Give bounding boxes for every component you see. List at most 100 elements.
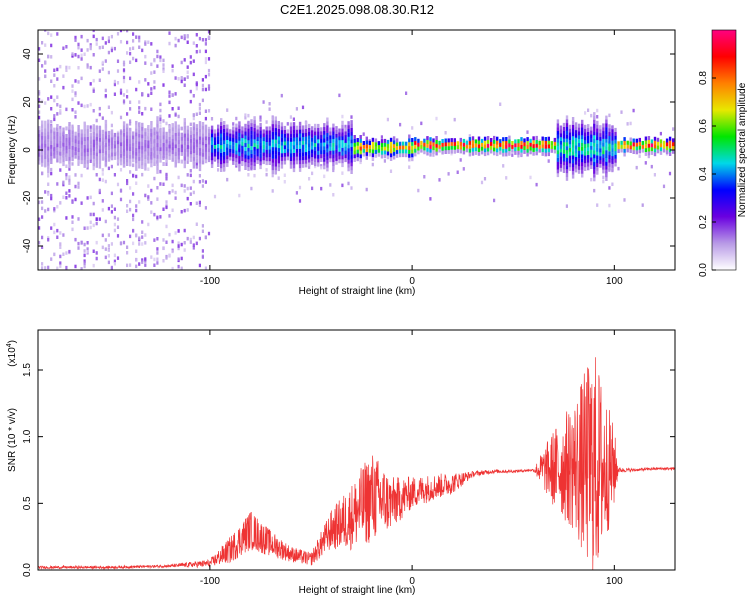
heatmap-cell (135, 136, 138, 141)
heatmap-cell (347, 181, 350, 186)
heatmap-cell (556, 130, 560, 135)
heatmap-cell (341, 114, 344, 119)
heatmap-cell (77, 140, 80, 145)
heatmap-cell (389, 149, 393, 154)
heatmap-cell (126, 162, 129, 166)
heatmap-cell (556, 146, 560, 151)
heatmap-cell (101, 137, 105, 142)
heatmap-cell (474, 150, 478, 155)
heatmap-cell (80, 144, 83, 149)
heatmap-cell (565, 130, 569, 135)
heatmap-cell (204, 132, 208, 137)
heatmap-cell (620, 140, 623, 145)
heatmap-cell (662, 140, 666, 145)
heatmap-cell (126, 51, 129, 55)
heatmap-cell (165, 154, 168, 159)
heatmap-cell (110, 137, 114, 142)
heatmap-cell (92, 131, 95, 136)
heatmap-cell (101, 208, 104, 212)
heatmap-cell (223, 140, 226, 145)
snr-multiplier-exponent: 4 (6, 343, 13, 347)
heatmap-cell (89, 195, 92, 200)
heatmap-cell (47, 131, 50, 136)
heatmap-cell (150, 255, 153, 259)
heatmap-cell (92, 249, 95, 253)
heatmap-cell (268, 145, 271, 150)
heatmap-cell (417, 142, 420, 147)
heatmap-cell (162, 246, 165, 251)
heatmap-cell (314, 143, 317, 147)
heatmap-cell (317, 139, 320, 144)
heatmap-cell (59, 168, 62, 172)
heatmap-cell (238, 121, 241, 126)
heatmap-cell (207, 152, 211, 157)
heatmap-cell (47, 236, 50, 240)
heatmap-cell (289, 122, 293, 127)
heatmap-cell (659, 150, 663, 155)
heatmap-cell (144, 155, 147, 159)
heatmap-cell (565, 176, 569, 181)
heatmap-cell (147, 167, 150, 171)
heatmap-cell (207, 144, 211, 149)
heatmap-cell (265, 126, 268, 131)
heatmap-cell (650, 139, 654, 144)
heatmap-cell (38, 110, 41, 114)
heatmap-cell (338, 147, 341, 152)
heatmap-cell (250, 123, 253, 127)
heatmap-cell (171, 208, 174, 212)
heatmap-cell (559, 148, 563, 153)
heatmap-cell (41, 162, 44, 167)
heatmap-cell (74, 115, 77, 119)
heatmap-cell (62, 74, 65, 78)
heatmap-cell (274, 150, 277, 155)
heatmap-cell (116, 147, 120, 152)
heatmap-cell (126, 209, 129, 213)
heatmap-cell (314, 139, 317, 144)
heatmap-cell (556, 165, 560, 170)
heatmap-cell (156, 116, 159, 121)
heatmap-cell (368, 141, 371, 145)
heatmap-cell (159, 154, 162, 159)
heatmap-cell (244, 162, 247, 167)
heatmap-cell (41, 128, 44, 133)
heatmap-cell (162, 238, 165, 242)
heatmap-cell (104, 41, 107, 45)
heatmap-cell (650, 147, 654, 152)
heatmap-cell (423, 138, 426, 143)
heatmap-cell (153, 158, 156, 163)
heatmap-cell (74, 173, 77, 177)
heatmap-cell (274, 147, 277, 152)
heatmap-cell (347, 159, 350, 164)
heatmap-cell (107, 134, 111, 139)
heatmap-cell (326, 117, 329, 122)
heatmap-cell (41, 206, 44, 211)
heatmap-cell (68, 145, 71, 149)
heatmap-cell (62, 233, 65, 237)
heatmap-cell (577, 139, 581, 144)
heatmap-cell (119, 146, 123, 150)
heatmap-cell (180, 151, 183, 156)
heatmap-cell (232, 126, 235, 131)
heatmap-cell (116, 69, 120, 73)
heatmap-cell (389, 145, 393, 150)
heatmap-cell (198, 180, 201, 184)
heatmap-cell (447, 146, 450, 151)
heatmap-cell (590, 161, 593, 166)
heatmap-cell (286, 156, 290, 161)
heatmap-cell (341, 163, 344, 168)
heatmap-cell (304, 155, 308, 160)
heatmap-cell (53, 154, 56, 159)
heatmap-cell (195, 147, 199, 152)
heatmap-cell (223, 128, 226, 133)
x-tick-label: 0 (409, 276, 415, 287)
heatmap-cell (50, 55, 53, 59)
heatmap-cell (174, 155, 177, 160)
heatmap-cell (584, 167, 587, 171)
heatmap-cell (502, 148, 505, 153)
heatmap-cell (362, 152, 365, 157)
heatmap-cell (86, 155, 89, 160)
heatmap-cell (192, 156, 196, 161)
heatmap-cell (116, 132, 120, 137)
heatmap-cell (529, 146, 532, 151)
heatmap-cell (386, 117, 389, 122)
